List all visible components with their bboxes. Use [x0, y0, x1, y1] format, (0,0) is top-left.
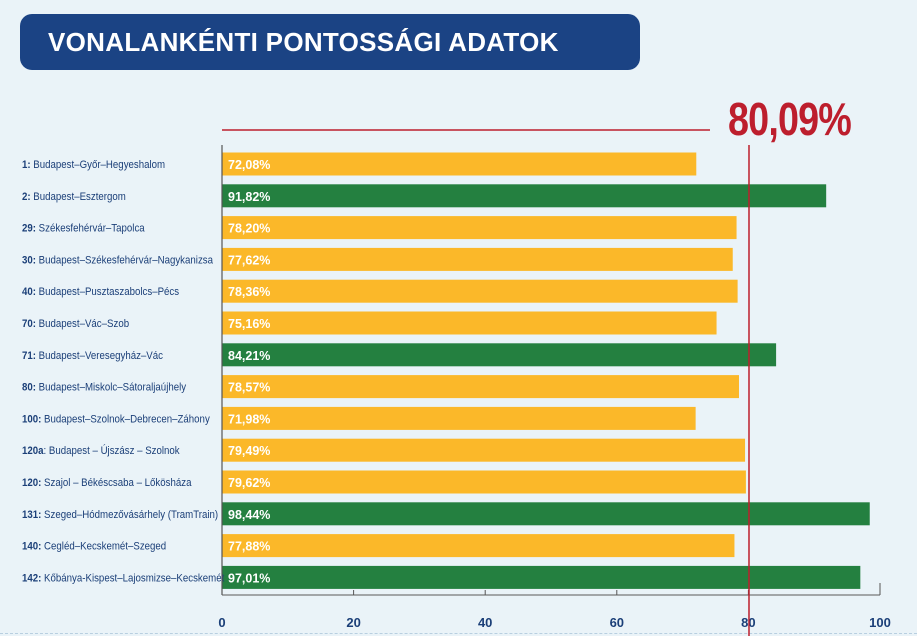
- category-label: 2: Budapest–Esztergom: [22, 191, 126, 203]
- line-name: : Budapest – Újszász – Szolnok: [44, 444, 181, 458]
- line-number: 40:: [22, 287, 36, 299]
- line-name: Budapest–Veresegyház–Vác: [36, 350, 163, 362]
- bar-value-label: 78,20%: [228, 222, 270, 236]
- line-name: Budapest–Szolnok–Debrecen–Záhony: [41, 414, 210, 426]
- x-tick-label: 100: [869, 615, 891, 630]
- line-number: 30:: [22, 255, 36, 267]
- bar-value-label: 77,88%: [228, 540, 270, 554]
- category-label: 40: Budapest–Pusztaszabolcs–Pécs: [22, 287, 179, 299]
- chart-title: VONALANKÉNTI PONTOSSÁGI ADATOK: [20, 14, 640, 70]
- x-tick-label: 40: [478, 615, 492, 630]
- bar: [222, 216, 737, 240]
- bar: [222, 247, 733, 271]
- line-name: Budapest–Székesfehérvár–Nagykanizsa: [36, 255, 213, 267]
- line-number: 29:: [22, 223, 36, 235]
- bar: [222, 534, 735, 558]
- bar-value-label: 75,16%: [228, 317, 270, 331]
- x-tick-label: 0: [218, 615, 225, 630]
- category-label: 120a: Budapest – Újszász – Szolnok: [22, 444, 180, 458]
- bar: [222, 184, 827, 208]
- bar: [222, 311, 717, 335]
- bar: [222, 279, 738, 303]
- line-name: Szajol – Békéscsaba – Lőkösháza: [41, 478, 191, 490]
- line-number: 80:: [22, 382, 36, 394]
- category-label: 71: Budapest–Veresegyház–Vác: [22, 350, 163, 362]
- bar: [222, 470, 746, 494]
- bar-value-label: 98,44%: [228, 508, 270, 522]
- line-number: 1:: [22, 160, 31, 172]
- line-number: 2:: [22, 191, 31, 203]
- bar-value-label: 78,57%: [228, 381, 270, 395]
- x-tick-label: 60: [610, 615, 624, 630]
- bar: [222, 565, 861, 589]
- bar: [222, 152, 697, 176]
- line-name: Budapest–Vác–Szob: [36, 319, 129, 331]
- x-tick-label: 20: [346, 615, 360, 630]
- line-number: 120a: [22, 446, 44, 458]
- bar: [222, 438, 746, 462]
- category-label: 131: Szeged–Hódmezővásárhely (TramTrain): [22, 509, 218, 521]
- bar: [222, 406, 696, 430]
- category-label: 142: Kőbánya-Kispest–Lajosmizse–Kecskemé…: [22, 573, 224, 585]
- line-name: Székesfehérvár–Tapolca: [36, 223, 145, 235]
- line-number: 70:: [22, 319, 36, 331]
- bar-value-label: 91,82%: [228, 190, 270, 204]
- line-name: Kőbánya-Kispest–Lajosmizse–Kecskemét: [41, 573, 224, 585]
- line-number: 142:: [22, 573, 41, 585]
- category-label: 70: Budapest–Vác–Szob: [22, 319, 129, 331]
- bar: [222, 502, 870, 526]
- bar: [222, 343, 777, 367]
- category-label: 120: Szajol – Békéscsaba – Lőkösháza: [22, 478, 192, 490]
- line-number: 131:: [22, 509, 41, 521]
- bar-value-label: 72,08%: [228, 158, 270, 172]
- line-name: Szeged–Hódmezővásárhely (TramTrain): [41, 509, 218, 521]
- bar-value-label: 97,01%: [228, 571, 270, 585]
- bar-value-label: 79,49%: [228, 444, 270, 458]
- line-name: Budapest–Pusztaszabolcs–Pécs: [36, 287, 179, 299]
- line-number: 120:: [22, 478, 41, 490]
- bar-value-label: 84,21%: [228, 349, 270, 363]
- category-label: 140: Cegléd–Kecskemét–Szeged: [22, 541, 166, 553]
- category-label: 1: Budapest–Győr–Hegyeshalom: [22, 160, 165, 172]
- bar-value-label: 79,62%: [228, 476, 270, 490]
- bar-value-label: 77,62%: [228, 253, 270, 267]
- bar-value-label: 71,98%: [228, 412, 270, 426]
- average-label: 80,09%: [728, 93, 852, 145]
- bar-value-label: 78,36%: [228, 285, 270, 299]
- line-name: Budapest–Miskolc–Sátoraljaújhely: [36, 382, 187, 394]
- line-number: 100:: [22, 414, 41, 426]
- bottom-divider: [0, 633, 917, 634]
- line-name: Budapest–Esztergom: [31, 191, 126, 203]
- line-number: 71:: [22, 350, 36, 362]
- line-name: Cegléd–Kecskemét–Szeged: [41, 541, 166, 553]
- line-number: 140:: [22, 541, 41, 553]
- category-label: 80: Budapest–Miskolc–Sátoraljaújhely: [22, 382, 187, 394]
- line-name: Budapest–Győr–Hegyeshalom: [31, 160, 166, 172]
- category-label: 30: Budapest–Székesfehérvár–Nagykanizsa: [22, 255, 213, 267]
- category-label: 29: Székesfehérvár–Tapolca: [22, 223, 145, 235]
- category-label: 100: Budapest–Szolnok–Debrecen–Záhony: [22, 414, 211, 426]
- bar: [222, 375, 739, 399]
